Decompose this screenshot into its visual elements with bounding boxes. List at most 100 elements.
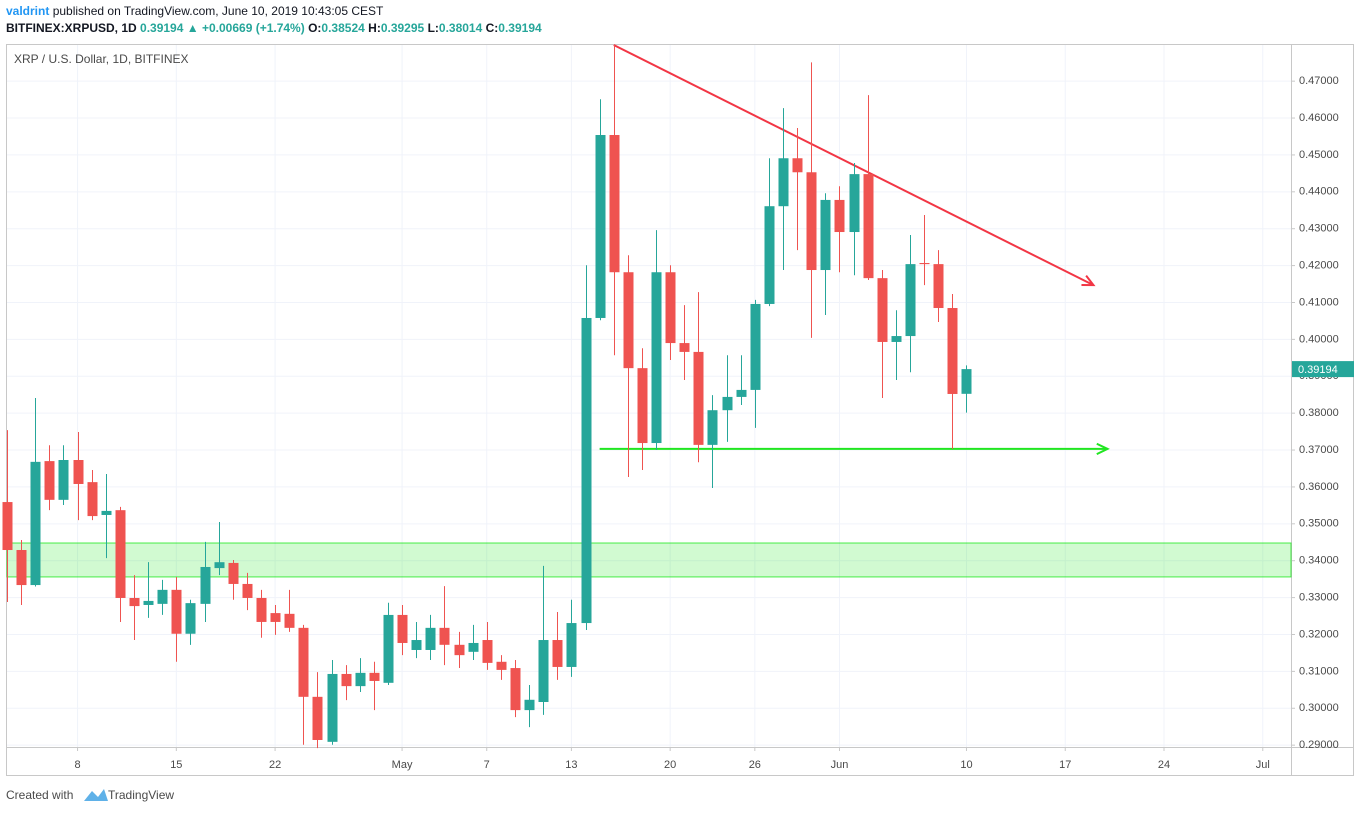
l: L: xyxy=(428,21,439,35)
candle-body xyxy=(74,460,84,484)
y-tick-label: 0.47000 xyxy=(1299,75,1339,87)
x-tick-label: 8 xyxy=(74,759,80,771)
author[interactable]: valdrint xyxy=(6,4,49,18)
y-tick-label: 0.33000 xyxy=(1299,592,1339,604)
x-tick-label: 22 xyxy=(269,759,281,771)
candle-body xyxy=(892,336,902,342)
x-tick-label: May xyxy=(392,759,413,771)
x-tick-label: 13 xyxy=(565,759,577,771)
candle-body xyxy=(17,550,27,585)
candle-body xyxy=(328,674,338,742)
symbol-line: BITFINEX:XRPUSD, 1D 0.39194 ▲ +0.00669 (… xyxy=(6,21,542,35)
y-tick-label: 0.42000 xyxy=(1299,260,1339,272)
y-tick-label: 0.37000 xyxy=(1299,444,1339,456)
candle-body xyxy=(835,200,845,232)
symbol: BITFINEX:XRPUSD, 1D xyxy=(6,21,137,35)
candle-body xyxy=(384,615,394,683)
candle-body xyxy=(172,590,182,634)
candle-body xyxy=(426,628,436,650)
plot: 0.29000 0.30000 0.31000 0.32000 0.33000 0.340… xyxy=(3,45,1354,771)
candle-body xyxy=(342,674,352,686)
y-tick-label: 0.29000 xyxy=(1299,739,1339,751)
publish-line: valdrint published on TradingView.com, J… xyxy=(6,4,384,18)
y-tick-label: 0.44000 xyxy=(1299,186,1339,198)
c-val: 0.39194 xyxy=(498,21,542,35)
candle-body xyxy=(765,206,775,304)
candle-body xyxy=(779,158,789,206)
candle-body xyxy=(723,397,733,410)
x-tick-label: 15 xyxy=(170,759,182,771)
y-tick-label: 0.31000 xyxy=(1299,665,1339,677)
x-tick-label: 17 xyxy=(1059,759,1071,771)
published: published on TradingView.com, June 10, 2… xyxy=(53,4,384,18)
candle-body xyxy=(878,278,888,342)
candle-body xyxy=(412,640,422,650)
y-tick-label: 0.35000 xyxy=(1299,518,1339,530)
brand[interactable]: TradingView xyxy=(108,788,174,802)
x-tick-label: 7 xyxy=(484,759,490,771)
y-tick-label: 0.41000 xyxy=(1299,296,1339,308)
x-tick-label: Jun xyxy=(831,759,849,771)
candle-body xyxy=(455,645,465,655)
candle-body xyxy=(313,697,323,740)
candle-body xyxy=(130,598,140,606)
y-tick-label: 0.45000 xyxy=(1299,149,1339,161)
candle-body xyxy=(652,272,662,443)
candle-body xyxy=(920,263,930,264)
last: 0.39194 xyxy=(140,21,184,35)
candle-body xyxy=(821,200,831,270)
candle-body xyxy=(158,590,168,604)
y-tick-label: 0.30000 xyxy=(1299,702,1339,714)
candle-body xyxy=(708,410,718,445)
y-tick-label: 0.36000 xyxy=(1299,481,1339,493)
candle-body xyxy=(596,135,606,318)
candle-body xyxy=(793,158,803,172)
candle-body xyxy=(285,614,295,628)
candle-body xyxy=(299,628,309,697)
candle-body xyxy=(440,628,450,645)
candle-body xyxy=(582,318,592,623)
y-tick-label: 0.32000 xyxy=(1299,628,1339,640)
candle-body xyxy=(539,640,549,702)
candle-body xyxy=(271,613,281,622)
candle-body xyxy=(638,368,648,443)
candle-body xyxy=(906,264,916,336)
candle-body xyxy=(553,640,563,667)
price-tag-label: 0.39194 xyxy=(1298,364,1338,376)
h: H: xyxy=(368,21,381,35)
candle-body xyxy=(610,135,620,272)
candle-body xyxy=(497,662,507,670)
y-tick-label: 0.40000 xyxy=(1299,333,1339,345)
x-tick-label: 26 xyxy=(749,759,761,771)
o: O: xyxy=(308,21,321,35)
zone xyxy=(7,543,1291,577)
x-tick-label: 24 xyxy=(1158,759,1170,771)
x-tick-label: 10 xyxy=(960,759,972,771)
candle-body xyxy=(243,584,253,598)
candle-body xyxy=(116,510,126,598)
candle-body xyxy=(962,369,972,394)
candle-body xyxy=(45,461,55,500)
candle-body xyxy=(31,462,41,585)
candle-body xyxy=(356,673,366,686)
x-tick-label: Jul xyxy=(1256,759,1270,771)
candle-body xyxy=(59,460,69,500)
y-tick-label: 0.34000 xyxy=(1299,555,1339,567)
candle-body xyxy=(948,308,958,394)
chart-frame xyxy=(7,45,1354,776)
candle-body xyxy=(201,567,211,604)
candle-body xyxy=(694,352,704,445)
candle-body xyxy=(229,563,239,584)
l-val: 0.38014 xyxy=(439,21,483,35)
candle-body xyxy=(807,172,817,270)
candle-body xyxy=(483,640,493,663)
candle-body xyxy=(398,615,408,643)
candle-body xyxy=(257,598,267,622)
candle-body xyxy=(102,511,112,515)
created-with: Created with xyxy=(6,788,73,802)
candle-body xyxy=(525,700,535,710)
candle-body xyxy=(186,603,196,634)
candle-body xyxy=(567,623,577,667)
candle-body xyxy=(624,272,634,368)
